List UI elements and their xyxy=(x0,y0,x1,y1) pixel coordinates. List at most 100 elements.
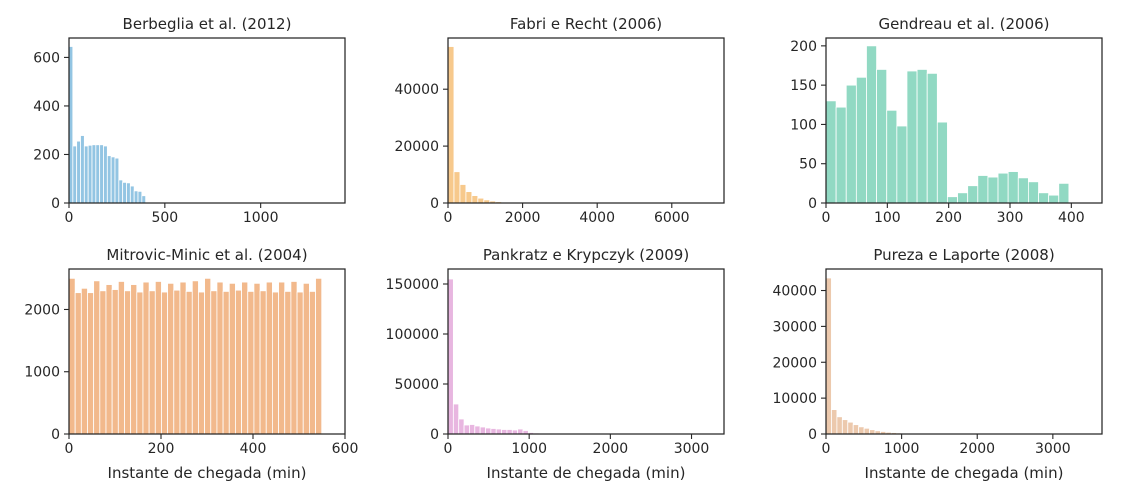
histogram-bar xyxy=(84,146,88,203)
x-tick-label: 100 xyxy=(874,210,901,226)
axes-frame xyxy=(826,269,1102,434)
histogram-bar xyxy=(968,186,978,203)
x-tick-label: 600 xyxy=(332,441,359,457)
histogram-bar xyxy=(927,73,937,203)
histogram-bar xyxy=(119,180,123,203)
subplot-title: Gendreau et al. (2006) xyxy=(878,15,1049,33)
histogram-bar xyxy=(917,69,927,203)
histogram-bar xyxy=(92,145,96,203)
histogram-bar xyxy=(1028,182,1038,203)
subplot-title: Pureza e Laporte (2008) xyxy=(873,246,1054,264)
y-tick-label: 20000 xyxy=(772,355,817,371)
y-tick-label: 0 xyxy=(808,196,817,212)
y-tick-label: 20000 xyxy=(394,139,439,155)
histogram-bar xyxy=(897,126,907,203)
histogram-bar xyxy=(124,291,130,434)
histogram-bar xyxy=(1039,193,1049,203)
histogram-bar xyxy=(211,291,217,434)
x-tick-label: 1000 xyxy=(884,441,920,457)
histogram-bar xyxy=(198,292,204,434)
histogram-bar xyxy=(155,281,161,434)
histogram-bar xyxy=(131,285,137,434)
x-tick-label: 0 xyxy=(444,210,453,226)
y-tick-label: 50 xyxy=(799,157,817,173)
histogram-bar xyxy=(205,278,211,434)
y-tick-label: 150 xyxy=(790,78,817,94)
y-tick-label: 100000 xyxy=(386,327,439,343)
x-tick-label: 2000 xyxy=(593,441,629,457)
histogram-bar xyxy=(272,292,278,434)
histogram-bar xyxy=(316,278,322,434)
histogram-bar xyxy=(138,191,142,203)
histogram-bar xyxy=(448,47,454,203)
x-tick-label: 2000 xyxy=(505,210,541,226)
x-tick-label: 2000 xyxy=(959,441,995,457)
histogram-bar xyxy=(907,71,917,203)
histogram-bar xyxy=(149,291,155,434)
histogram-bar xyxy=(877,69,887,203)
histogram-bar xyxy=(87,293,93,434)
x-tick-label: 4000 xyxy=(579,210,615,226)
histogram-bar xyxy=(978,176,988,204)
histogram-bar xyxy=(486,428,491,434)
x-axis-label: Instante de chegada (min) xyxy=(108,464,307,482)
histogram-bar xyxy=(478,198,484,203)
histogram-bar xyxy=(161,292,167,434)
subplot-title: Mitrovic-Minic et al. (2004) xyxy=(106,246,307,264)
y-tick-label: 100 xyxy=(790,117,817,133)
histogram-bar xyxy=(1059,183,1069,203)
histogram-bar xyxy=(248,291,254,434)
y-tick-label: 150000 xyxy=(386,277,439,293)
histogram-bar xyxy=(297,292,303,434)
histogram-bar xyxy=(856,77,866,203)
histogram-bar xyxy=(466,192,472,203)
histogram-bar xyxy=(123,182,127,203)
histogram-bar xyxy=(842,420,847,434)
histogram-bar xyxy=(887,110,897,203)
y-tick-label: 2000 xyxy=(24,302,60,318)
histogram-bar xyxy=(279,282,285,434)
x-tick-label: 200 xyxy=(935,210,962,226)
y-tick-label: 0 xyxy=(808,427,817,443)
histogram-bar xyxy=(143,282,149,434)
histogram-bar xyxy=(186,291,192,434)
y-tick-label: 0 xyxy=(430,196,439,212)
x-tick-label: 400 xyxy=(240,441,267,457)
histogram-bar xyxy=(174,290,180,434)
x-tick-label: 200 xyxy=(148,441,175,457)
histogram-bar xyxy=(254,283,260,434)
x-tick-label: 300 xyxy=(997,210,1024,226)
histogram-bar xyxy=(937,122,947,203)
histogram-bar xyxy=(137,292,143,434)
x-tick-label: 0 xyxy=(822,210,831,226)
histogram-bar xyxy=(998,173,1008,203)
histogram-bar xyxy=(130,186,134,203)
histogram-bar xyxy=(96,145,100,203)
histogram-bar xyxy=(864,428,869,434)
histogram-bar xyxy=(958,193,968,203)
x-tick-label: 0 xyxy=(65,210,74,226)
histogram-bar xyxy=(947,197,957,203)
histogram-bar xyxy=(242,282,248,434)
y-tick-label: 200 xyxy=(33,147,60,163)
histogram-bar xyxy=(826,278,831,434)
x-tick-label: 0 xyxy=(65,441,74,457)
y-tick-label: 0 xyxy=(430,427,439,443)
histogram-bar xyxy=(1008,172,1018,203)
histogram-bar xyxy=(836,107,846,203)
histogram-bar xyxy=(480,427,485,434)
histogram-bar xyxy=(472,196,478,203)
histogram-bar xyxy=(502,430,507,435)
x-tick-label: 400 xyxy=(1058,210,1085,226)
histogram-bar xyxy=(464,425,469,434)
histogram-bar xyxy=(453,404,458,434)
subplot-title: Fabri e Recht (2006) xyxy=(510,15,662,33)
histogram-bar xyxy=(118,281,124,434)
histogram-bar xyxy=(180,282,186,434)
histogram-bar xyxy=(142,196,146,203)
histogram-bar xyxy=(168,283,174,434)
histogram-bar xyxy=(448,279,453,434)
